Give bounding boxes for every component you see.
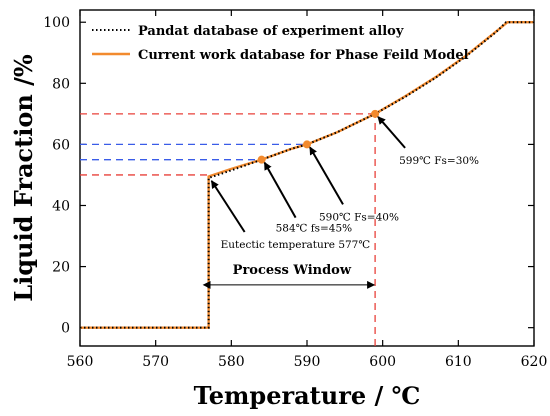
y-tick-label: 0 [61, 321, 70, 337]
series-phase-field-line [80, 21, 534, 329]
axis-ticks: 560 570 580 590 600 610 620 0 20 40 60 80 100 [43, 10, 547, 370]
x-tick-label: 610 [445, 354, 472, 370]
legend-label: Current work database for Phase Feild Mo… [138, 48, 469, 63]
process-window-label: Process Window [233, 263, 352, 278]
y-tick-label: 100 [43, 15, 70, 31]
data-marker [371, 109, 380, 118]
x-tick-label: 590 [294, 354, 321, 370]
data-marker [257, 155, 266, 164]
data-markers [257, 109, 380, 164]
data-marker [303, 140, 311, 149]
x-tick-label: 620 [521, 354, 548, 370]
reference-lines [80, 113, 376, 346]
y-tick-label: 60 [52, 137, 70, 153]
annotation-label: Eutectic temperature 577℃ [221, 239, 371, 251]
x-tick-label: 580 [218, 354, 245, 370]
x-tick-label: 600 [369, 354, 396, 370]
y-tick-label: 20 [52, 260, 70, 276]
annotation-label: 590℃ Fs=40% [319, 211, 399, 223]
series-lines [80, 21, 534, 329]
y-tick-label: 40 [52, 198, 70, 214]
legend: Pandat database of experiment alloy Curre… [92, 24, 469, 63]
x-tick-label: 560 [67, 354, 94, 370]
annotation-label: 584℃ fs=45% [276, 223, 353, 235]
annotation-arrow [377, 116, 406, 149]
annotation-arrow [309, 146, 344, 205]
legend-label: Pandat database of experiment alloy [138, 24, 404, 39]
annotation-label: 599℃ Fs=30% [399, 155, 479, 167]
x-tick-label: 570 [142, 354, 169, 370]
series-pandat-line [80, 21, 534, 329]
y-tick-label: 80 [52, 76, 70, 92]
annotation-arrow [210, 180, 246, 233]
x-axis-title: Temperature / ℃ [194, 381, 421, 410]
annotations: Eutectic temperature 577℃ 584℃ fs=45%590℃… [210, 116, 479, 251]
annotation-arrow [263, 161, 297, 219]
process-window: Process Window [202, 263, 376, 289]
y-axis-title: Liquid Fraction /% [9, 54, 38, 302]
